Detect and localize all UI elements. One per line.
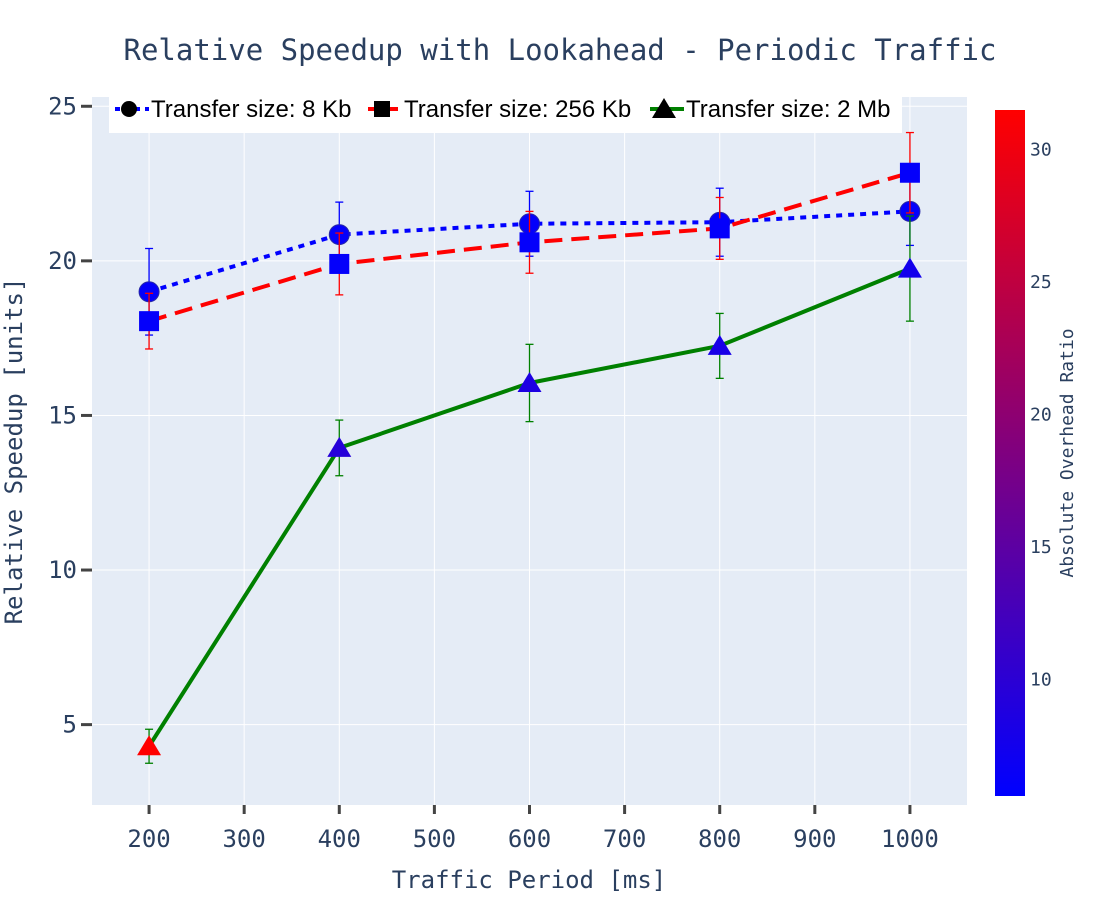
y-axis-title: Relative Speedup [units] [0,278,28,625]
data-point [709,218,730,239]
y-tick-label: 15 [48,401,77,429]
x-tick-label: 200 [127,825,170,853]
data-point [327,436,352,457]
data-point [329,253,350,274]
x-axis-title: Traffic Period [ms] [392,866,667,894]
legend-item[interactable]: Transfer size: 8 Kb [115,96,352,123]
y-axis-ticks: 5 10 15 20 25 [48,92,92,739]
series-layer [137,131,922,764]
legend-marker [652,98,676,118]
x-tick-label: 500 [413,825,456,853]
x-tick-label: 900 [793,825,836,853]
data-point [519,232,540,253]
data-point [137,735,162,756]
x-tick-label: 400 [318,825,361,853]
series-2 [137,215,922,764]
chart-title: Relative Speedup with Lookahead - Period… [124,33,997,67]
legend-label: Transfer size: 2 Mb [686,96,891,123]
y-tick-label: 20 [48,247,77,275]
data-point [139,311,160,332]
y-tick-label: 5 [63,711,77,739]
colorbar-title: Absolute Overhead Ratio [1057,328,1078,577]
colorbar: 10 15 20 25 30 Absolute Overhead Ratio [995,110,1078,796]
legend-item[interactable]: Transfer size: 2 Mb [650,96,891,123]
data-point [897,257,922,278]
x-axis-ticks: 200 300 400 500 600 700 800 900 1000 [127,805,939,853]
x-tick-label: 700 [603,825,646,853]
data-point [707,334,732,355]
data-point [899,162,920,183]
colorbar-tick-label: 20 [1030,405,1052,426]
x-tick-label: 800 [698,825,741,853]
x-tick-label: 600 [508,825,551,853]
colorbar-gradient [995,110,1025,796]
legend-marker [121,101,137,117]
x-tick-label: 300 [222,825,265,853]
data-point [517,371,542,392]
colorbar-ticks: 10 15 20 25 30 [1030,140,1052,691]
legend-item[interactable]: Transfer size: 256 Kb [368,96,631,123]
y-tick-label: 10 [48,556,77,584]
legend-label: Transfer size: 256 Kb [404,96,631,123]
colorbar-tick-label: 30 [1030,140,1052,161]
colorbar-tick-label: 10 [1030,669,1052,690]
series-1 [139,131,920,350]
x-tick-label: 1000 [881,825,939,853]
colorbar-tick-label: 25 [1030,272,1052,293]
legend-marker [374,101,390,117]
legend-background [109,89,902,133]
legend-items: Transfer size: 8 Kb Transfer size: 256 Kb… [115,96,891,123]
legend-label: Transfer size: 8 Kb [151,96,352,123]
colorbar-tick-label: 15 [1030,537,1052,558]
legend[interactable]: Transfer size: 8 Kb Transfer size: 256 Kb… [109,89,902,133]
y-tick-label: 25 [48,92,77,120]
